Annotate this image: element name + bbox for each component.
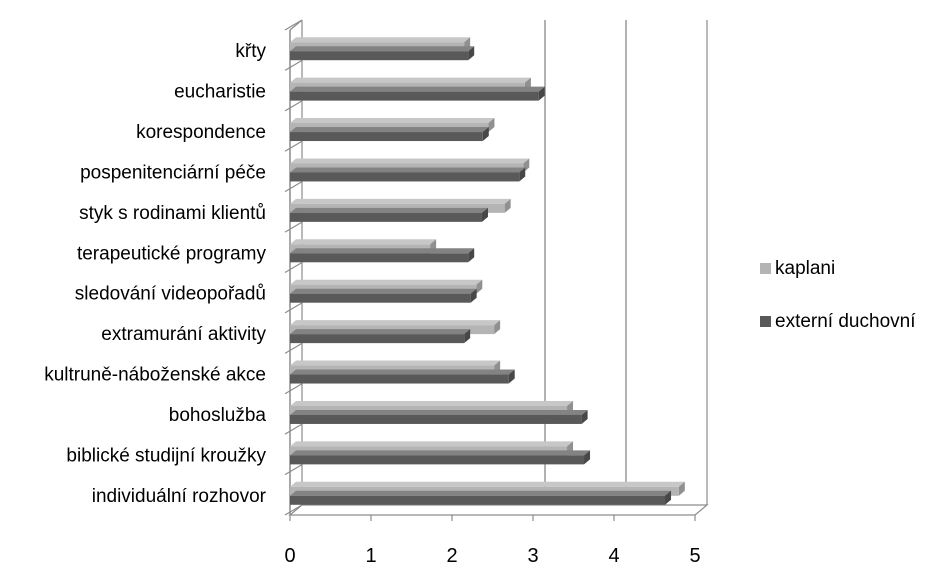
category-tick	[284, 59, 303, 71]
grid-layer	[544, 20, 627, 505]
category-label: biblické studijní kroužky	[66, 445, 266, 466]
x-tick-label: 1	[365, 545, 376, 567]
category-tick	[284, 383, 303, 395]
category-label: korespondence	[136, 122, 266, 143]
legend-swatch	[760, 263, 771, 274]
bar	[290, 207, 488, 222]
legend-item: kaplani	[760, 258, 835, 279]
legend-label: kaplani	[775, 258, 835, 279]
bar	[290, 409, 588, 424]
category-tick	[284, 221, 303, 233]
bar-layer	[290, 37, 685, 505]
bar	[290, 86, 545, 101]
category-tick	[284, 261, 303, 274]
category-label: terapeutické programy	[77, 243, 267, 264]
legend-swatch	[760, 316, 771, 327]
x-tick-label: 2	[446, 545, 457, 567]
category-label: křty	[235, 41, 266, 62]
bar	[290, 248, 475, 263]
x-tick-label: 4	[608, 545, 619, 567]
bar	[290, 288, 477, 303]
category-tick	[284, 19, 303, 31]
category-label: sledování videopořadů	[75, 284, 266, 305]
chart-floor	[288, 504, 709, 516]
category-tick	[284, 140, 303, 152]
category-tick	[284, 423, 303, 435]
legend: kaplani externí duchovní	[760, 258, 916, 332]
category-label: styk s rodinami klientů	[79, 203, 266, 224]
category-tick	[284, 100, 303, 112]
category-label: individuální rozhovor	[92, 486, 267, 507]
category-label: bohoslužba	[169, 405, 267, 426]
category-tick	[284, 504, 303, 516]
category-tick	[284, 342, 303, 354]
category-tick	[284, 302, 303, 314]
label-layer: 0 1 2 3 4 5 křty eucharistie korespondence pospen…	[44, 41, 700, 567]
x-tick-label: 3	[527, 545, 538, 567]
bar	[290, 167, 526, 182]
bar	[290, 329, 471, 344]
x-tick-label: 5	[689, 545, 700, 567]
bar	[290, 369, 515, 384]
category-label: pospenitenciární péče	[80, 162, 266, 183]
axis-layer	[284, 19, 709, 521]
bar	[290, 127, 489, 142]
category-label: eucharistie	[174, 82, 266, 103]
category-tick	[284, 181, 303, 193]
category-label: extramurání aktivity	[101, 324, 266, 345]
category-tick	[284, 464, 303, 476]
bar	[290, 46, 475, 61]
x-tick-label: 0	[284, 545, 295, 567]
legend-label: externí duchovní	[775, 311, 916, 332]
legend-item: externí duchovní	[760, 311, 916, 332]
bar	[290, 450, 591, 465]
bar	[290, 490, 672, 505]
category-label: kultruně-náboženské akce	[44, 365, 266, 386]
